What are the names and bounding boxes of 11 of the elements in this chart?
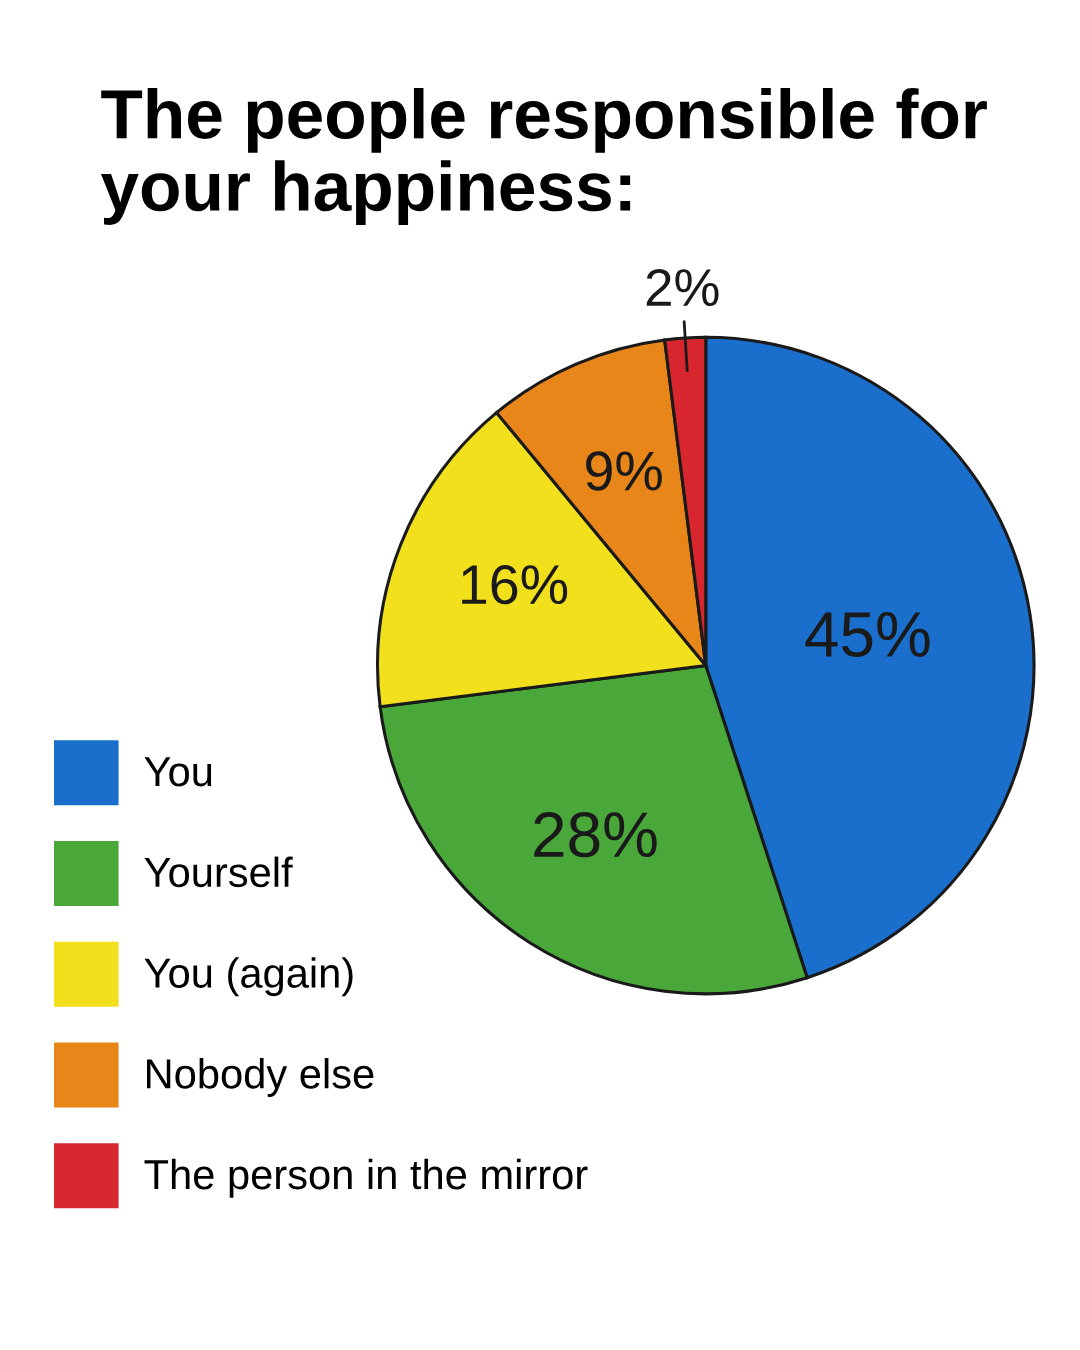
data-label: 16% (462, 565, 568, 605)
data-label: 45% (805, 612, 930, 658)
legend-label: Nobody else (147, 1058, 374, 1097)
data-label: 2% (646, 268, 719, 307)
legend-label: You (144, 757, 212, 787)
legend-label: Yourself (144, 856, 293, 888)
chart-title: The people responsible for your happiness: (100, 88, 987, 226)
data-label: 9% (586, 451, 662, 491)
legend-label: The person in the mirror (144, 1158, 588, 1198)
legend-label: You (again) (144, 957, 353, 997)
data-label: 28% (534, 812, 657, 858)
